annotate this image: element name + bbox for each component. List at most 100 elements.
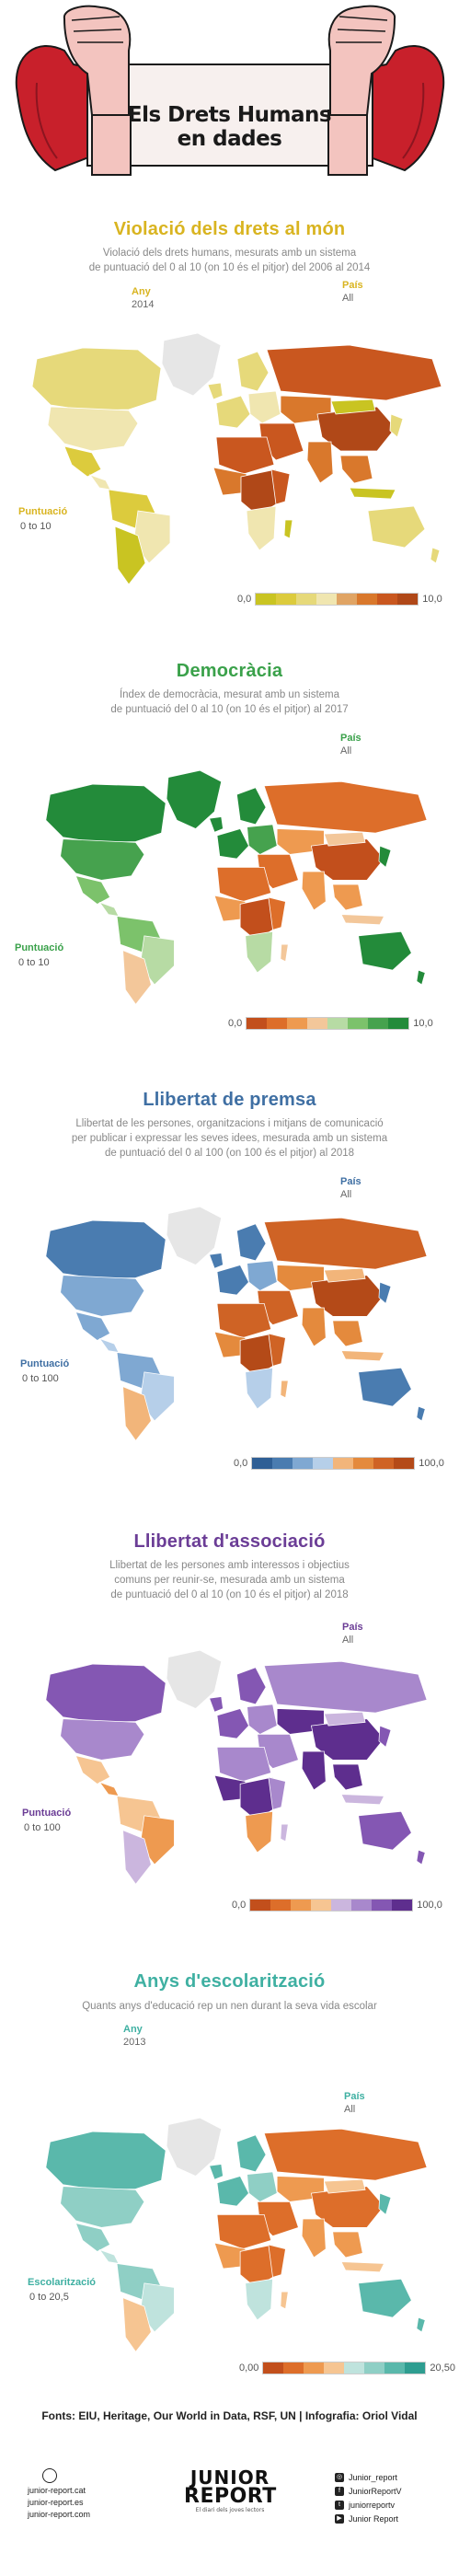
country-region-greenland[interactable] xyxy=(166,769,223,829)
country-region-east-africa[interactable] xyxy=(270,468,291,505)
country-region-indonesia[interactable] xyxy=(340,1794,385,1806)
country-region-scandinavia[interactable] xyxy=(236,787,267,826)
country-region-southern-africa[interactable] xyxy=(245,1367,273,1410)
country-region-china[interactable] xyxy=(310,838,385,881)
country-region-indonesia[interactable] xyxy=(340,2261,385,2273)
country-region-central-america[interactable] xyxy=(88,474,111,491)
country-region-east-africa[interactable] xyxy=(268,1333,286,1367)
country-region-greenland[interactable] xyxy=(161,332,222,397)
country-region-western-europe[interactable] xyxy=(215,395,251,429)
social-youtube[interactable]: ▶ Junior Report xyxy=(335,2512,402,2525)
world-map[interactable] xyxy=(0,1640,459,1889)
country-region-japan-korea[interactable] xyxy=(378,1281,392,1305)
country-region-iceland-uk[interactable] xyxy=(207,382,224,400)
country-region-mongolia[interactable] xyxy=(323,831,366,847)
country-region-india[interactable] xyxy=(306,441,334,484)
country-region-greenland[interactable] xyxy=(166,1206,223,1265)
country-region-mongolia[interactable] xyxy=(323,1711,366,1727)
country-region-canada[interactable] xyxy=(45,1663,166,1723)
country-region-scandinavia[interactable] xyxy=(236,351,270,392)
country-region-canada[interactable] xyxy=(31,347,162,411)
country-region-eastern-europe[interactable] xyxy=(247,390,281,424)
world-map[interactable] xyxy=(0,2108,459,2356)
country-region-southern-africa[interactable] xyxy=(245,1810,273,1854)
country-region-western-europe[interactable] xyxy=(216,1708,249,1739)
country-region-iceland-uk[interactable] xyxy=(209,1696,224,1713)
country-region-mongolia[interactable] xyxy=(323,2178,366,2194)
country-region-greenland[interactable] xyxy=(166,2117,223,2177)
country-region-south-america-south[interactable] xyxy=(122,2297,152,2352)
country-region-australia[interactable] xyxy=(367,505,426,549)
country-region-china[interactable] xyxy=(316,406,396,452)
country-region-eastern-europe[interactable] xyxy=(247,2171,278,2202)
country-region-australia[interactable] xyxy=(358,1810,412,1851)
world-map[interactable] xyxy=(0,1196,459,1445)
country-region-east-africa[interactable] xyxy=(268,1776,286,1810)
country-region-south-america-south[interactable] xyxy=(114,526,146,585)
country-region-east-africa[interactable] xyxy=(268,896,286,930)
country-region-usa[interactable] xyxy=(60,1718,145,1761)
country-region-south-america-south[interactable] xyxy=(122,1830,152,1885)
country-region-mexico[interactable] xyxy=(75,875,111,905)
country-region-madagascar[interactable] xyxy=(283,519,293,539)
country-region-japan-korea[interactable] xyxy=(378,845,392,869)
country-region-usa[interactable] xyxy=(60,1275,145,1317)
country-region-iceland-uk[interactable] xyxy=(209,816,224,833)
country-region-mongolia[interactable] xyxy=(330,399,376,415)
country-region-southern-africa[interactable] xyxy=(246,505,277,551)
country-region-south-america-south[interactable] xyxy=(122,950,152,1005)
country-region-india[interactable] xyxy=(301,1750,327,1791)
social-instagram[interactable]: ◎ Junior_report xyxy=(335,2470,402,2484)
country-region-south-america-south[interactable] xyxy=(122,1386,152,1441)
country-filter-value[interactable]: All xyxy=(342,293,354,304)
country-region-greenland[interactable] xyxy=(166,1649,223,1709)
country-region-japan-korea[interactable] xyxy=(378,1725,392,1749)
country-region-mongolia[interactable] xyxy=(323,1267,366,1283)
country-region-central-america[interactable] xyxy=(98,2248,120,2264)
country-region-japan-korea[interactable] xyxy=(378,2192,392,2216)
country-region-russia[interactable] xyxy=(263,2128,428,2181)
country-region-new-zealand[interactable] xyxy=(430,547,441,564)
country-region-southeast-asia[interactable] xyxy=(332,1320,363,1347)
world-map[interactable] xyxy=(0,760,459,1009)
country-region-australia[interactable] xyxy=(358,930,412,971)
country-region-central-america[interactable] xyxy=(98,901,120,917)
country-region-indonesia[interactable] xyxy=(340,1350,385,1362)
country-filter-value[interactable]: All xyxy=(340,745,352,757)
country-region-southeast-asia[interactable] xyxy=(332,884,363,911)
country-region-mexico[interactable] xyxy=(75,1311,111,1341)
country-region-iceland-uk[interactable] xyxy=(209,2164,224,2180)
country-region-southeast-asia[interactable] xyxy=(339,455,373,484)
country-region-canada[interactable] xyxy=(45,2131,166,2190)
country-region-japan-korea[interactable] xyxy=(389,413,404,438)
country-region-new-zealand[interactable] xyxy=(416,1849,426,1866)
country-filter-value[interactable]: All xyxy=(340,1189,352,1200)
country-region-new-zealand[interactable] xyxy=(416,2316,426,2333)
country-region-east-africa[interactable] xyxy=(268,2244,286,2278)
country-region-australia[interactable] xyxy=(358,2278,412,2318)
country-region-australia[interactable] xyxy=(358,1367,412,1407)
website-link-es[interactable]: junior-report.es xyxy=(28,2498,84,2507)
country-region-central-america[interactable] xyxy=(98,1337,120,1353)
year-filter-value[interactable]: 2014 xyxy=(132,299,155,310)
country-region-new-zealand[interactable] xyxy=(416,969,426,986)
country-region-mexico[interactable] xyxy=(75,1755,111,1785)
year-filter-value[interactable]: 2013 xyxy=(123,2037,146,2048)
country-region-usa[interactable] xyxy=(47,406,139,452)
country-region-eastern-europe[interactable] xyxy=(247,824,278,855)
country-region-western-europe[interactable] xyxy=(216,2176,249,2207)
country-region-mexico[interactable] xyxy=(63,445,102,478)
country-region-china[interactable] xyxy=(310,1718,385,1761)
country-region-russia[interactable] xyxy=(263,780,428,834)
country-region-southern-africa[interactable] xyxy=(245,2278,273,2321)
country-region-new-zealand[interactable] xyxy=(416,1405,426,1422)
country-region-mexico[interactable] xyxy=(75,2223,111,2252)
website-link-com[interactable]: junior-report.com xyxy=(28,2510,91,2519)
country-region-madagascar[interactable] xyxy=(280,2291,289,2310)
country-region-russia[interactable] xyxy=(266,344,442,401)
world-map[interactable] xyxy=(0,322,459,589)
country-region-scandinavia[interactable] xyxy=(236,1223,267,1262)
country-region-madagascar[interactable] xyxy=(280,1380,289,1399)
social-twitter[interactable]: t juniorreportv xyxy=(335,2498,402,2512)
country-filter-value[interactable]: All xyxy=(344,2104,356,2115)
